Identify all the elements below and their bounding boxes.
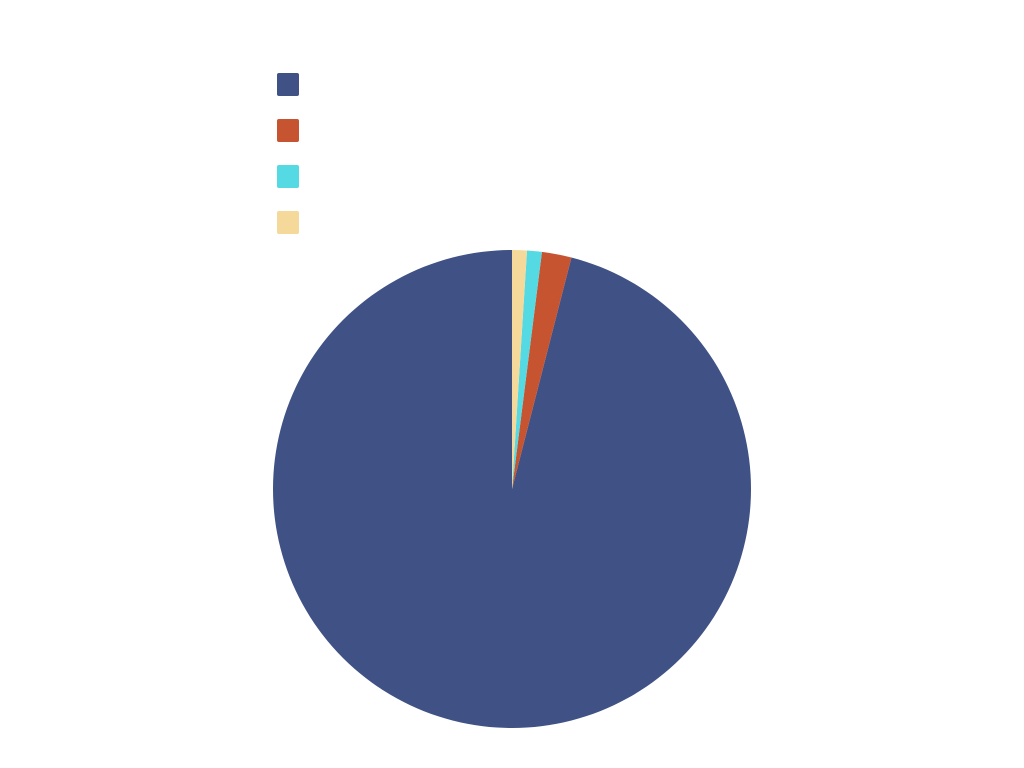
legend-item-4[interactable]	[277, 211, 309, 234]
legend-swatch-2	[277, 119, 299, 142]
legend-item-2[interactable]	[277, 119, 309, 142]
pie-slice-4[interactable]	[512, 250, 528, 489]
legend-swatch-4	[277, 211, 299, 234]
legend-item-1[interactable]	[277, 73, 309, 96]
legend-swatch-1	[277, 73, 299, 96]
pie-slice-3[interactable]	[512, 250, 542, 489]
legend-swatch-3	[277, 165, 299, 188]
legend-item-3[interactable]	[277, 165, 309, 188]
legend	[277, 73, 309, 257]
pie-slice-2[interactable]	[512, 251, 572, 489]
